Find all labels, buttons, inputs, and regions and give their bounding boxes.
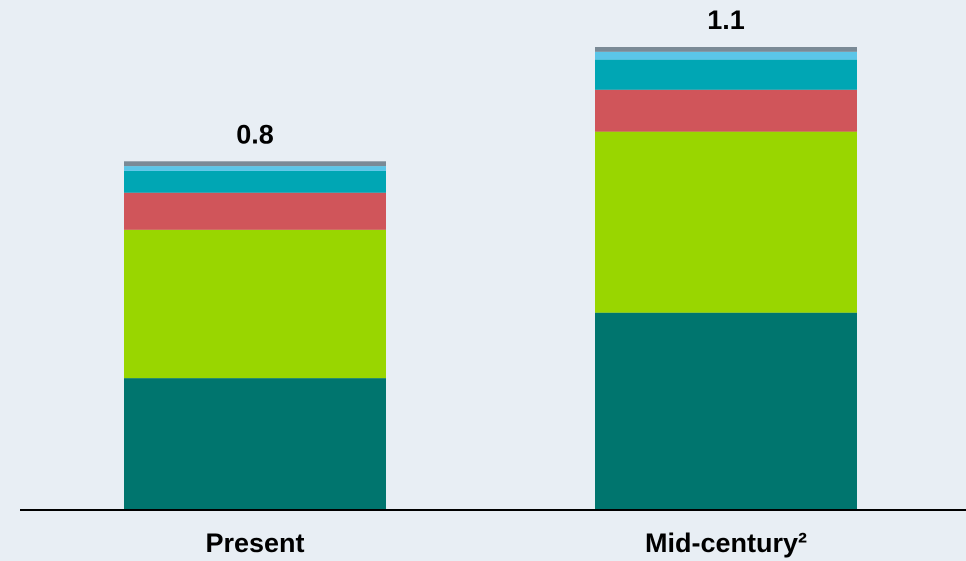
bar-segment [124,192,386,230]
bar-segment [595,59,857,90]
bar-segment [595,89,857,132]
bar-segment [124,161,386,167]
bar-segment [595,312,857,509]
bar-segment [595,47,857,52]
x-tick-label: Mid-century² [645,528,807,558]
total-label: 1.1 [707,5,745,35]
bar-segment [124,378,386,509]
bar-segment [124,229,386,379]
bar-segment [124,170,386,193]
bar-segment [595,131,857,313]
bar-segment [595,51,857,60]
total-label: 0.8 [236,119,274,149]
x-tick-label: Present [205,528,304,558]
bar-segment [124,166,386,171]
